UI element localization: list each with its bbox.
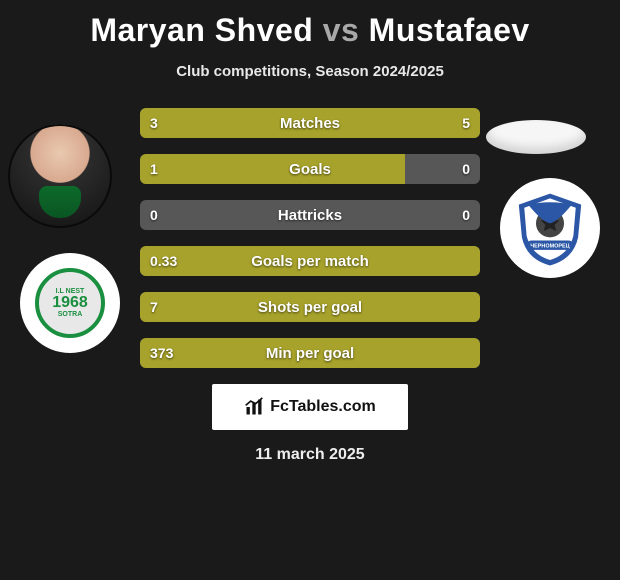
club1-badge: I.L NEST 1968 SOTRA — [20, 253, 120, 353]
date-text: 11 march 2025 — [0, 446, 620, 464]
club1-year: 1968 — [52, 295, 88, 311]
stat-row: Min per goal373 — [140, 338, 480, 368]
stat-fill-left — [140, 246, 480, 276]
club1-top: I.L NEST — [56, 288, 85, 295]
chart-icon — [244, 397, 264, 417]
player2-name: Mustafaev — [369, 12, 530, 48]
svg-text:ЧЕРНОМОРЕЦ: ЧЕРНОМОРЕЦ — [530, 244, 569, 250]
stat-value-left: 0 — [140, 200, 168, 230]
stat-row: Goals per match0.33 — [140, 246, 480, 276]
stat-fill-left — [140, 292, 480, 322]
vs-text: vs — [323, 12, 360, 48]
brand-badge: FcTables.com — [212, 384, 408, 430]
club2-badge: ЧЕРНОМОРЕЦ — [500, 178, 600, 278]
stat-row: Matches35 — [140, 108, 480, 138]
stat-row: Goals10 — [140, 154, 480, 184]
brand-text: FcTables.com — [270, 398, 376, 416]
stat-bars: Matches35Goals10Hattricks00Goals per mat… — [140, 108, 480, 368]
subtitle: Club competitions, Season 2024/2025 — [0, 63, 620, 80]
stat-fill-left — [140, 154, 405, 184]
stat-fill-right — [268, 108, 481, 138]
stat-row: Hattricks0 0 — [140, 200, 480, 230]
stat-value-right: 0 — [452, 200, 480, 230]
player1-avatar — [8, 124, 112, 228]
club1-bottom: SOTRA — [58, 311, 83, 318]
stat-value-right: 0 — [452, 154, 480, 184]
player1-name: Maryan Shved — [90, 12, 313, 48]
comparison-title: Maryan Shved vs Mustafaev — [0, 0, 620, 49]
stat-fill-left — [140, 338, 480, 368]
stat-row: Shots per goal7 — [140, 292, 480, 322]
stat-fill-left — [140, 108, 268, 138]
stat-label: Hattricks — [140, 200, 480, 230]
club2-crest-icon: ЧЕРНОМОРЕЦ — [511, 189, 589, 267]
player2-avatar — [486, 120, 586, 154]
